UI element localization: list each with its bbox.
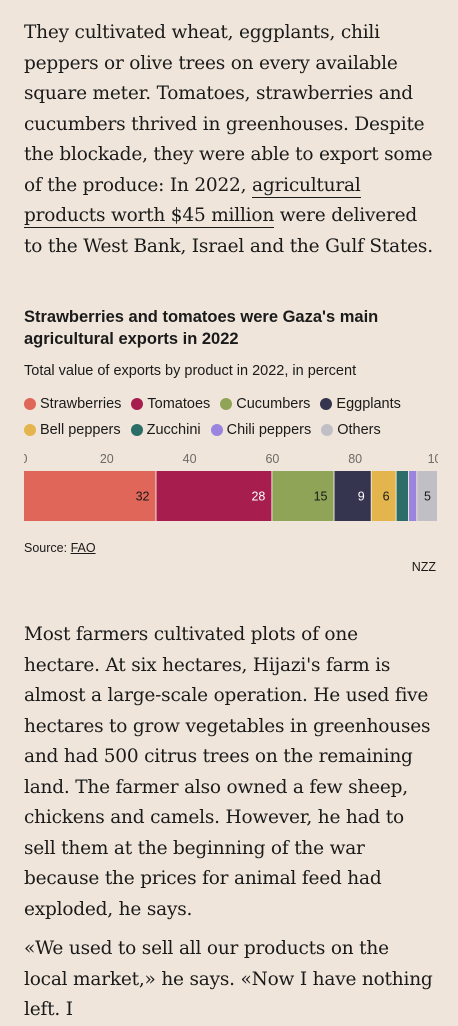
legend-item: Strawberries [24,391,121,417]
legend-item: Bell peppers [24,417,121,443]
bar-segment-eggplants [334,471,371,521]
x-tick-label: 60 [265,452,279,466]
legend-label: Zucchini [146,422,201,438]
legend-swatch [24,398,36,410]
legend-label: Strawberries [40,396,122,412]
legend-swatch [220,398,233,410]
legend-label: Bell peppers [40,422,121,438]
bar-segment-bell-peppers [371,471,396,521]
bar-segment-strawberries [24,471,156,521]
x-tick-label: 100 [428,452,438,466]
exports-link[interactable]: agricultural products worth $45 million [24,174,361,228]
chart-title: Strawberries and tomatoes were Gaza's ma… [24,308,379,348]
legend-item: Eggplants [320,391,401,417]
bar-value-label: 9 [358,490,365,504]
bar-segment-zucchini [396,471,409,521]
bar-value-label: 28 [251,490,265,504]
bar-segment-chili-peppers [409,471,417,521]
bar-value-label: 6 [383,490,390,504]
chart-legend: Strawberries Tomatoes Cucumbers Eggplants Be… [24,391,434,443]
x-tick-label: 0 [24,452,28,466]
bar-value-label: 32 [136,490,150,504]
paragraph-text: They cultivated wheat, eggplants, chili … [24,22,433,196]
x-tick-label: 80 [348,452,362,466]
legend-label: Others [337,422,381,438]
article-paragraph-1: They cultivated wheat, eggplants, chili … [24,18,436,262]
article-paragraph-2: Most farmers cultivated plots of one hec… [24,624,431,920]
bar-value-label: 15 [314,490,328,504]
legend-label: Cucumbers [236,396,311,412]
x-tick-label: 20 [100,452,114,466]
brand-credit: NZZ [411,560,436,574]
legend-swatch [321,424,334,436]
bar-segment-cucumbers [272,471,334,521]
exports-chart: Strawberries and tomatoes were Gaza's ma… [24,306,438,543]
x-tick-label: 40 [183,452,197,466]
legend-item: Zucchini [130,417,201,443]
legend-item: Tomatoes [131,391,210,417]
chart-subtitle: Total value of exports by product in 202… [24,363,357,379]
source-link-fao[interactable]: FAO [70,541,96,555]
legend-item: Cucumbers [220,391,310,417]
paragraph-text: were delivered to the West Bank, Israel … [24,205,433,257]
legend-swatch [131,398,144,410]
article-paragraph-3: «We used to sell all our products on the… [24,938,433,1020]
bar-segment-tomatoes [156,471,272,521]
chart-plot: 0 20 40 60 80 100 32 28 15 9 6 5 [24,451,438,543]
legend-swatch [320,398,333,410]
legend-label: Eggplants [336,396,401,412]
legend-label: Chili peppers [226,422,312,438]
stacked-bar-svg: 0 20 40 60 80 100 32 28 15 9 6 5 [24,452,438,521]
bar-segment-others [417,471,437,521]
legend-label: Tomatoes [147,396,211,412]
chart-source: Source: FAO [24,541,96,555]
bar-value-label: 5 [424,490,431,504]
source-label: Source: [24,541,71,555]
legend-swatch [210,424,223,436]
legend-swatch [24,424,36,436]
legend-swatch [130,424,143,436]
legend-item: Others [321,417,381,443]
legend-item: Chili peppers [210,417,312,443]
